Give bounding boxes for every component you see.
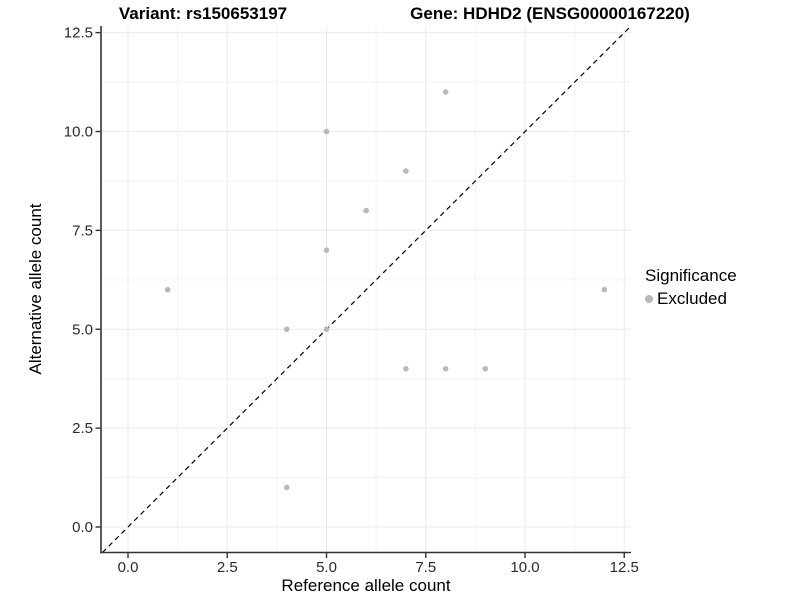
data-point [323,326,330,333]
data-point [442,89,449,95]
legend-point-icon [645,295,653,303]
legend: Significance Excluded [645,266,737,309]
legend-title: Significance [645,266,737,285]
y-tick-label: 0.0 [72,519,93,536]
data-point [601,286,608,293]
x-tick-label: 2.5 [217,559,238,576]
identity-line [101,25,632,553]
data-point [363,207,370,214]
data-point [284,484,290,491]
plot-title-gene: Gene: HDHD2 (ENSG00000167220) [410,4,690,23]
y-axis-title: Alternative allele count [26,203,45,375]
data-point [284,326,290,333]
plot-title-variant: Variant: rs150653197 [118,4,288,23]
y-tick-label: 2.5 [72,420,93,437]
y-tick-label: 10.0 [64,124,93,141]
x-tick-label: 10.0 [510,559,539,576]
data-point [323,128,330,135]
x-tick-label: 7.5 [415,559,436,576]
data-point [323,247,330,253]
y-tick-label: 12.5 [64,25,93,42]
data-point [442,366,449,372]
y-tick-label: 7.5 [72,222,93,239]
legend-item-excluded: Excluded [645,289,737,309]
x-tick-label: 12.5 [610,559,639,576]
x-tick-label: 0.0 [118,559,139,576]
data-point [164,286,171,293]
x-tick-label: 5.0 [316,559,337,576]
x-axis-title: Reference allele count [281,576,451,595]
legend-item-label: Excluded [657,289,727,308]
data-point [482,366,489,372]
y-tick-label: 5.0 [72,321,93,338]
data-point [403,366,409,372]
data-point [403,168,409,174]
